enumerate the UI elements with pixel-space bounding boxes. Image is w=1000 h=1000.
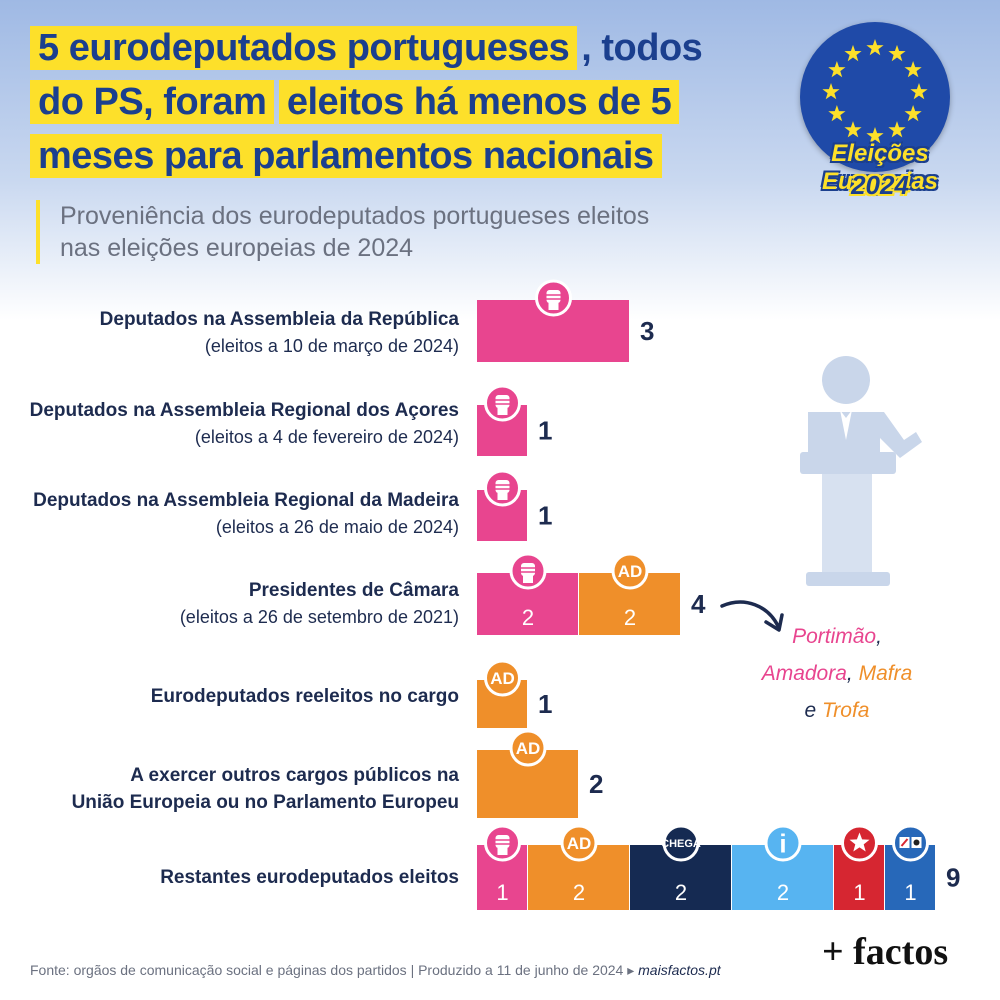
- bar-row: Deputados na Assembleia da República (ele…: [100, 279, 654, 362]
- svg-text:i: i: [779, 828, 786, 858]
- eu-star-icon: [866, 39, 884, 56]
- headline-line1-rest: , todos: [581, 27, 703, 69]
- be-star-icon: [841, 824, 878, 862]
- total-value-label: 1: [538, 689, 552, 719]
- total-value-label: 1: [538, 416, 552, 446]
- cdu-logo-icon: [892, 824, 929, 862]
- svg-text:AD: AD: [516, 739, 541, 758]
- subtitle-line2: nas eleições europeias de 2024: [60, 234, 414, 262]
- eu-star-icon: [844, 121, 862, 138]
- chega-logo-icon: CHEGA: [661, 824, 701, 862]
- segment-value-label: 1: [853, 880, 865, 905]
- svg-text:CHEGA: CHEGA: [661, 838, 701, 850]
- eu-star-icon: [888, 121, 906, 138]
- bar-row: Deputados na Assembleia Regional da Made…: [33, 469, 552, 541]
- eu-star-icon: [904, 105, 922, 122]
- brand-logo: + factos: [822, 931, 949, 973]
- headline-line1: 5 eurodeputados portugueses: [30, 26, 578, 70]
- il-logo-icon: i: [764, 824, 802, 862]
- speaker-podium-icon: [800, 356, 922, 586]
- footer-source: Fonte: orgãos de comunicação social e pá…: [30, 962, 721, 979]
- segment-value-label: 2: [777, 880, 789, 905]
- category-label: Deputados na Assembleia da República: [100, 309, 460, 330]
- segment-value-label: 2: [522, 605, 534, 630]
- headline: 5 eurodeputados portugueses, todos do PS…: [30, 26, 750, 188]
- note-arrowhead: [764, 613, 784, 632]
- svg-text:AD: AD: [567, 834, 592, 853]
- bar-row: Restantes eurodeputados eleitos 1 AD 2 CHEGA…: [160, 824, 960, 910]
- total-value-label: 9: [946, 863, 960, 893]
- note-arrow: [720, 600, 780, 628]
- bar-row: A exercer outros cargos públicos na União…: [72, 729, 603, 818]
- eu-star-icon: [904, 61, 922, 78]
- category-date-label: (eleitos a 10 de março de 2024): [205, 336, 459, 356]
- eu-star-icon: [866, 127, 884, 144]
- eu-star-icon: [910, 83, 928, 100]
- eu-flag-icon: [800, 22, 950, 172]
- segment-value-label: 1: [496, 880, 508, 905]
- ad-logo-icon: AD: [611, 552, 649, 590]
- ps-fist-icon: [484, 469, 521, 507]
- category-label: Eurodeputados reeleitos no cargo: [151, 686, 459, 707]
- footer-site-link[interactable]: maisfactos.pt: [638, 962, 721, 978]
- ad-logo-icon: AD: [509, 729, 547, 767]
- bar-row: Presidentes de Câmara (eleitos a 26 de se…: [180, 552, 706, 635]
- bar-row: Eurodeputados reeleitos no cargo AD 1: [151, 659, 552, 728]
- eu-star-icon: [888, 44, 906, 62]
- segment-value-label: 2: [573, 880, 585, 905]
- municipalities-note: Portimão, Amadora, Mafra e Trofa: [752, 618, 922, 729]
- ps-fist-icon: [484, 824, 521, 862]
- category-label: Presidentes de Câmara: [249, 580, 460, 601]
- headline-line2a: do PS, foram: [30, 80, 275, 124]
- headline-line2b: eleitos há menos de 5: [278, 80, 680, 124]
- city-trofa: Trofa: [822, 699, 870, 722]
- eu-star-icon: [828, 105, 846, 122]
- ps-fist-icon: [509, 552, 547, 590]
- badge-line2: 2024: [851, 170, 909, 200]
- category-label: Restantes eurodeputados eleitos: [160, 867, 459, 888]
- total-value-label: 1: [538, 501, 552, 531]
- ps-fist-icon: [535, 279, 572, 317]
- subtitle-line1: Proveniência dos eurodeputados portugues…: [60, 202, 650, 230]
- ps-fist-icon: [484, 384, 521, 422]
- category-label: Deputados na Assembleia Regional da Made…: [33, 490, 459, 511]
- eu-elections-badge: Eleições Europeias 2024: [770, 22, 990, 212]
- category-label: Deputados na Assembleia Regional dos Aço…: [30, 400, 459, 421]
- category-date-label: (eleitos a 4 de fevereiro de 2024): [195, 427, 459, 447]
- total-value-label: 4: [691, 589, 706, 619]
- category-date-label: (eleitos a 26 de setembro de 2021): [180, 607, 459, 627]
- headline-line3: meses para parlamentos nacionais: [30, 134, 662, 178]
- footer-text: Fonte: orgãos de comunicação social e pá…: [30, 962, 635, 978]
- total-value-label: 3: [640, 316, 654, 346]
- subtitle: Proveniência dos eurodeputados portugues…: [36, 200, 740, 264]
- eu-star-icon: [828, 61, 846, 78]
- segment-value-label: 2: [624, 605, 636, 630]
- category-label: A exercer outros cargos públicos na: [130, 765, 459, 786]
- bar-rows: Deputados na Assembleia da República (ele…: [30, 279, 960, 910]
- ad-logo-icon: AD: [560, 824, 598, 862]
- eu-star-icon: [844, 44, 862, 62]
- svg-text:AD: AD: [490, 669, 515, 688]
- segment-value-label: 2: [675, 880, 687, 905]
- total-value-label: 2: [589, 769, 603, 799]
- badge-line1: Eleições Europeias: [821, 140, 939, 195]
- note-comma: ,: [876, 625, 882, 648]
- eu-star-icon: [822, 83, 840, 100]
- segment-value-label: 1: [904, 880, 916, 905]
- bar-row: Deputados na Assembleia Regional dos Aço…: [30, 384, 552, 456]
- city-portimao: Portimão: [792, 625, 877, 648]
- category-date-label: (eleitos a 26 de maio de 2024): [216, 517, 459, 537]
- svg-text:AD: AD: [618, 562, 643, 581]
- ad-logo-icon: AD: [484, 659, 521, 697]
- city-mafra: Mafra: [858, 662, 913, 685]
- note-and: e: [804, 699, 817, 722]
- city-amadora: Amadora: [761, 662, 847, 685]
- category-label-line2: União Europeia ou no Parlamento Europeu: [72, 792, 459, 813]
- note-comma: ,: [846, 662, 853, 685]
